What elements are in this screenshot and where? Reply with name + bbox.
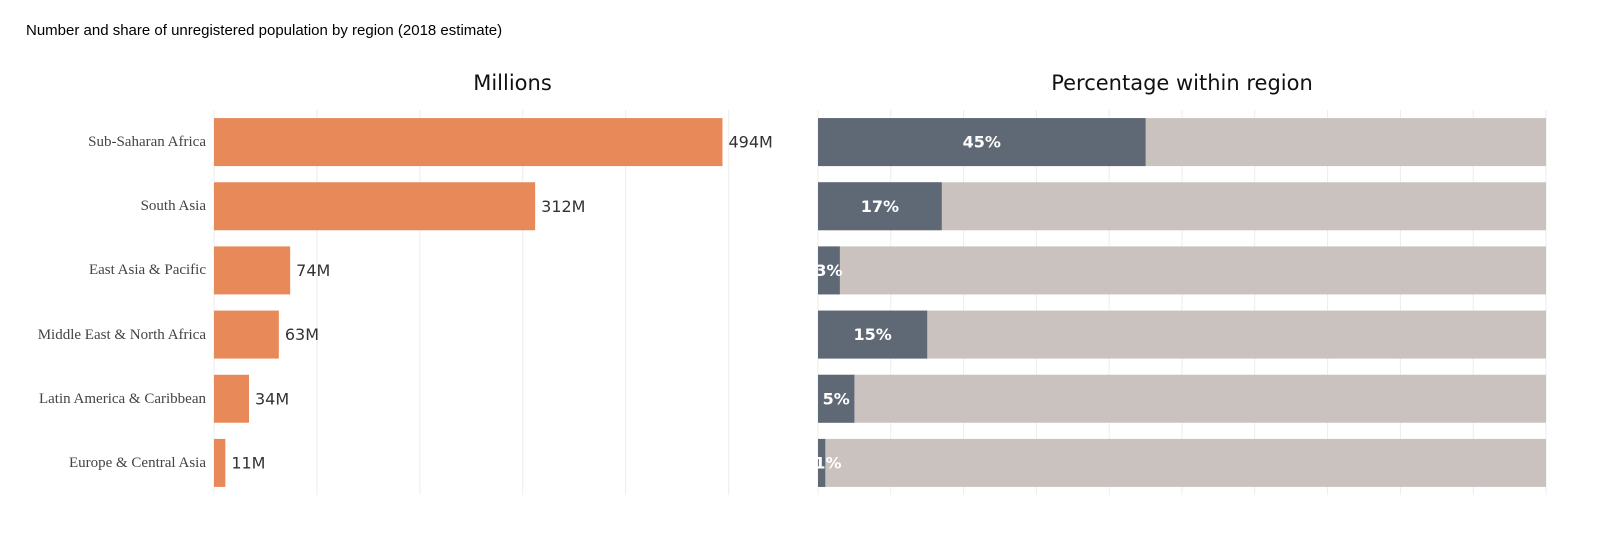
chart-title: Millions xyxy=(473,71,552,95)
value-label: 494M xyxy=(728,133,772,152)
bar xyxy=(214,374,249,423)
bar xyxy=(818,118,1146,167)
category-label: Middle East & North Africa xyxy=(37,326,206,343)
bar xyxy=(818,182,942,231)
category-label: Sub-Saharan Africa xyxy=(88,134,206,151)
bar xyxy=(818,310,928,359)
value-label: 15% xyxy=(853,325,891,344)
bar xyxy=(818,438,826,487)
value-label: 74M xyxy=(296,261,330,280)
category-label: East Asia & Pacific xyxy=(88,262,206,279)
track xyxy=(818,246,1546,295)
track xyxy=(818,438,1546,487)
category-label: Latin America & Caribbean xyxy=(38,390,206,407)
value-label: 3% xyxy=(815,261,842,280)
bar xyxy=(214,438,226,487)
value-label: 5% xyxy=(823,389,850,408)
category-label: South Asia xyxy=(140,198,206,215)
track xyxy=(818,374,1546,423)
value-label: 63M xyxy=(285,325,319,344)
value-label: 1% xyxy=(814,453,841,472)
bar xyxy=(818,374,855,423)
value-label: 11M xyxy=(231,453,265,472)
value-label: 17% xyxy=(861,197,899,216)
bar xyxy=(214,182,536,231)
bar xyxy=(214,310,279,359)
bar xyxy=(818,246,840,295)
page-title: Number and share of unregistered populat… xyxy=(26,22,503,39)
value-label: 312M xyxy=(541,197,585,216)
category-label: Europe & Central Asia xyxy=(68,454,206,471)
value-label: 34M xyxy=(255,389,289,408)
chart-title: Percentage within region xyxy=(1051,71,1313,95)
value-label: 45% xyxy=(963,133,1001,152)
track xyxy=(818,310,1546,359)
bar xyxy=(214,118,723,167)
bar xyxy=(214,246,291,295)
